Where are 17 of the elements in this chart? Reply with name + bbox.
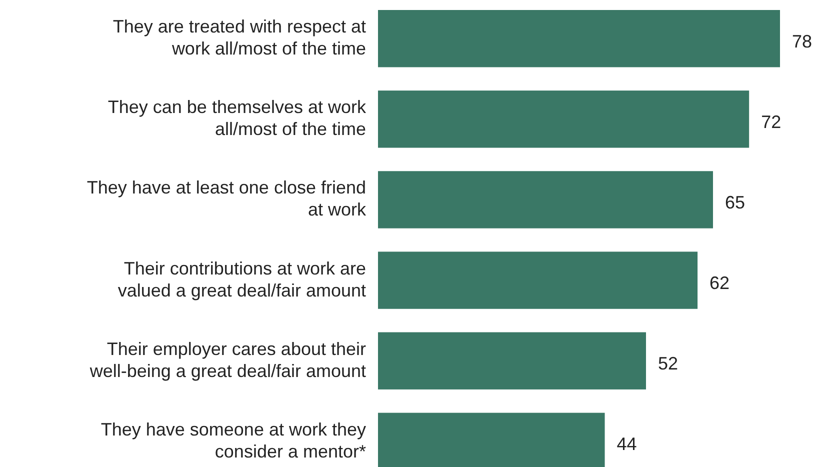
y-tick-label: Their employer cares about their well-being a great deal/fair amount (88, 338, 366, 381)
bar (378, 171, 713, 228)
y-tick-label: They have someone at work they consider a mentor* (100, 419, 366, 462)
bar (378, 10, 780, 68)
bar (378, 90, 750, 148)
bar (378, 252, 698, 309)
data-label: 52 (658, 354, 678, 374)
data-label: 44 (616, 434, 637, 454)
y-tick-label: They have at least one close friend at work (86, 177, 367, 220)
data-label: 65 (725, 192, 746, 212)
data-label: 62 (710, 273, 730, 294)
bar (378, 332, 646, 390)
data-label: 78 (792, 31, 812, 52)
data-label: 72 (761, 112, 782, 132)
y-tick-label: Their contributions at work are valued a great deal/fair amount (118, 258, 366, 300)
y-tick-label: They can be themselves at work all/most of the time (108, 96, 367, 139)
y-tick-label: They are treated with respect at work all/most of the time (112, 16, 366, 58)
